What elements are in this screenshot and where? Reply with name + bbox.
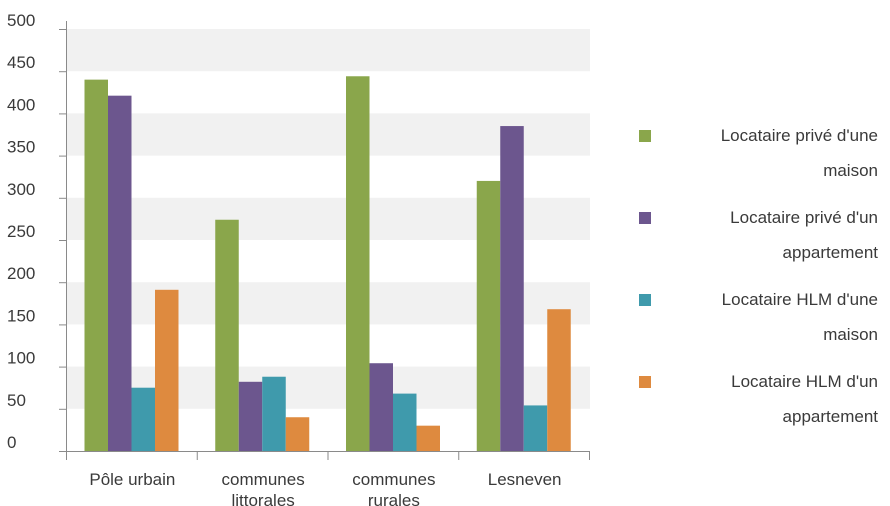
axes bbox=[59, 21, 590, 460]
bar bbox=[262, 376, 286, 451]
legend-swatch bbox=[639, 212, 651, 224]
x-tick-label: communes bbox=[352, 470, 435, 489]
legend-item: Locataire HLM d'une maison bbox=[630, 282, 880, 364]
legend: Locataire privé d'une maison Locataire p… bbox=[630, 118, 880, 446]
bar bbox=[369, 363, 393, 451]
legend-item: Locataire privé d'un appartement bbox=[630, 200, 880, 282]
y-tick-label: 400 bbox=[7, 95, 35, 114]
x-tick-labels: Pôle urbain communes littorales communes rur… bbox=[89, 470, 561, 506]
x-tick-label: littorales bbox=[231, 491, 294, 506]
legend-label: Locataire HLM d'un appartement bbox=[731, 372, 878, 426]
bar bbox=[131, 387, 155, 451]
y-tick-labels: 0 50 100 150 200 250 300 350 400 450 500 bbox=[7, 11, 35, 452]
legend-item: Locataire privé d'une maison bbox=[630, 118, 880, 200]
x-tick-label: Lesneven bbox=[488, 470, 562, 489]
y-tick-label: 350 bbox=[7, 138, 35, 157]
bar bbox=[155, 289, 179, 451]
bar bbox=[476, 180, 501, 452]
bar bbox=[547, 309, 571, 451]
bar bbox=[84, 79, 108, 451]
x-tick-label: rurales bbox=[368, 491, 420, 506]
legend-label: Locataire HLM d'une maison bbox=[721, 290, 878, 344]
y-tick-label: 500 bbox=[7, 11, 35, 30]
legend-label: Locataire privé d'une maison bbox=[720, 126, 878, 180]
y-tick-label: 200 bbox=[7, 264, 35, 283]
legend-swatch bbox=[639, 130, 651, 142]
y-tick-label: 150 bbox=[7, 306, 35, 325]
x-tick-label: Pôle urbain bbox=[89, 470, 175, 489]
y-tick-label: 0 bbox=[7, 433, 16, 452]
x-tick-label: communes bbox=[222, 470, 305, 489]
y-tick-label: 50 bbox=[7, 391, 26, 410]
y-tick-label: 100 bbox=[7, 349, 35, 368]
legend-swatch bbox=[639, 294, 651, 306]
bar bbox=[285, 417, 310, 451]
grid-band bbox=[67, 29, 590, 72]
bar bbox=[393, 393, 417, 451]
bar bbox=[416, 425, 440, 451]
legend-swatch bbox=[639, 376, 651, 388]
bar bbox=[108, 95, 132, 452]
bar bbox=[346, 76, 370, 451]
bar bbox=[523, 405, 548, 451]
y-tick-label: 450 bbox=[7, 53, 35, 72]
y-tick-label: 250 bbox=[7, 222, 35, 241]
bars bbox=[84, 76, 571, 452]
bar bbox=[500, 126, 524, 451]
legend-item: Locataire HLM d'un appartement bbox=[630, 364, 880, 446]
y-tick-label: 300 bbox=[7, 180, 35, 199]
bar bbox=[238, 381, 263, 451]
bar bbox=[215, 219, 239, 451]
legend-label: Locataire privé d'un appartement bbox=[730, 208, 878, 262]
